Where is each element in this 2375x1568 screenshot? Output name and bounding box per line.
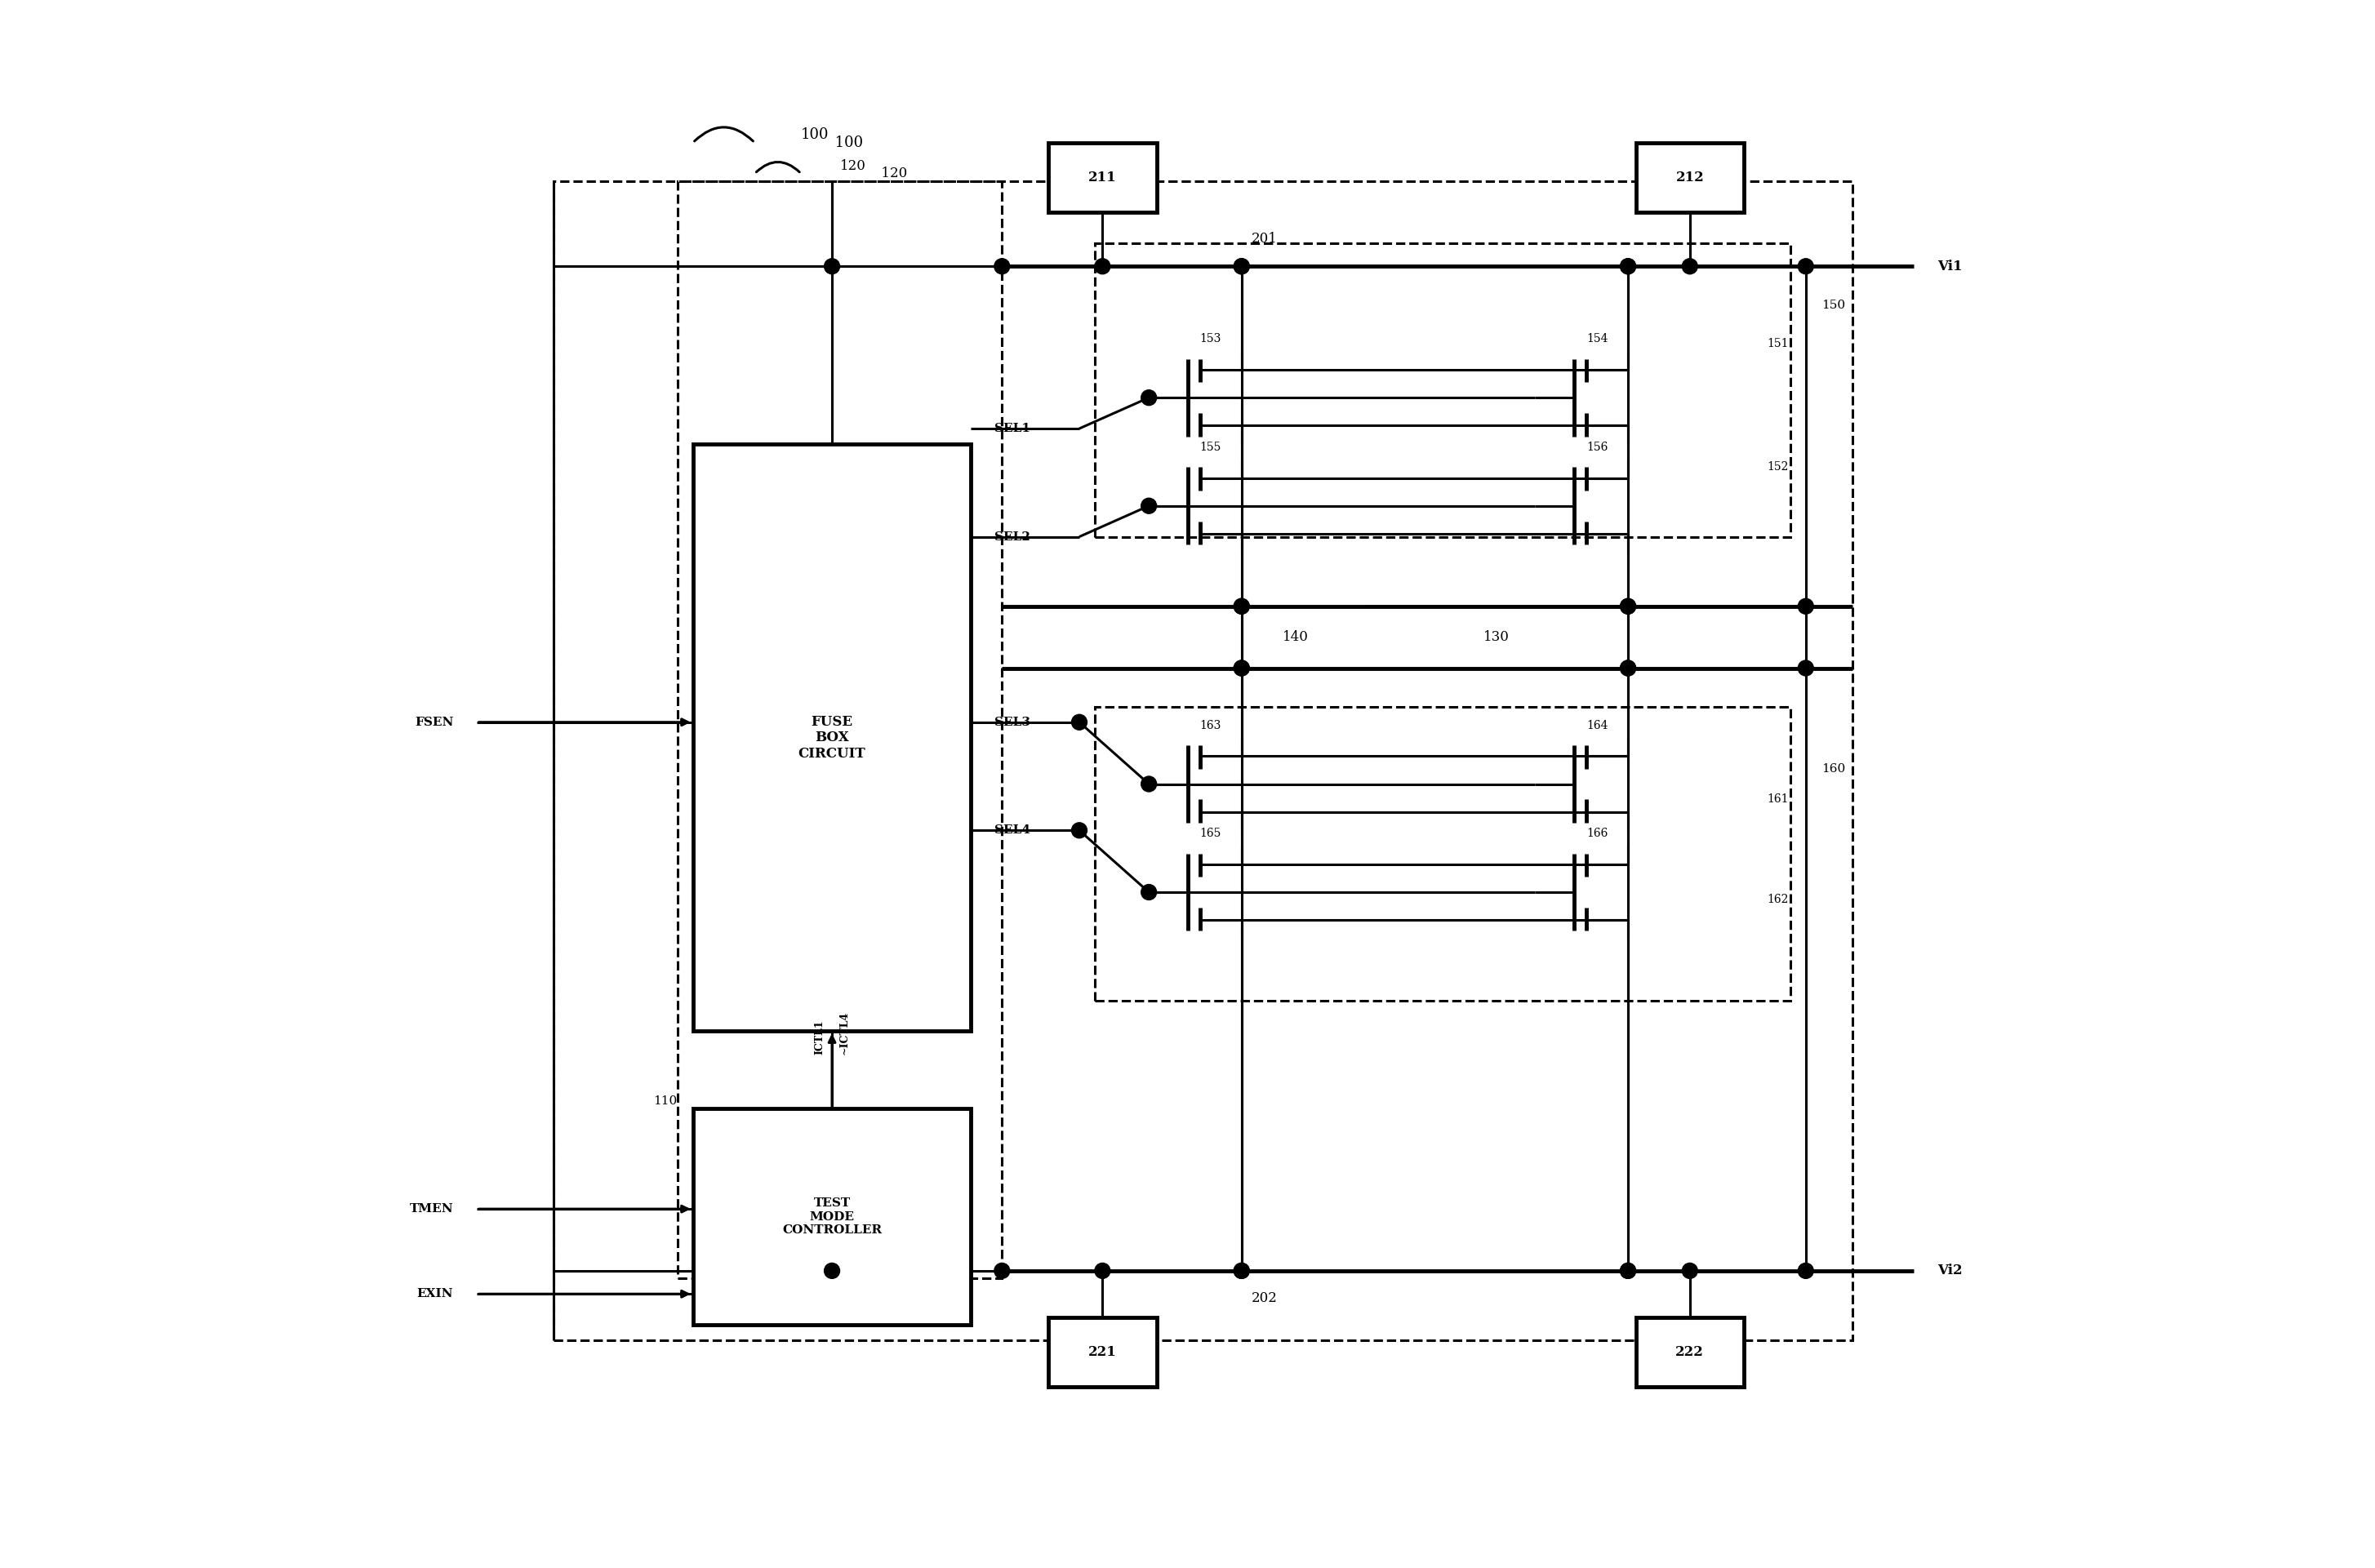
Text: TEST
MODE
CONTROLLER: TEST MODE CONTROLLER [781, 1198, 881, 1236]
Bar [694, 444, 971, 1032]
Text: 221: 221 [1088, 1345, 1116, 1359]
Circle shape [1620, 660, 1636, 676]
Circle shape [995, 259, 1009, 274]
Circle shape [1235, 1264, 1249, 1278]
Circle shape [1095, 1264, 1109, 1278]
Circle shape [1798, 660, 1814, 676]
Text: FSEN: FSEN [416, 717, 454, 728]
Circle shape [1620, 259, 1636, 274]
Circle shape [1620, 599, 1636, 615]
Circle shape [1095, 259, 1109, 274]
Circle shape [824, 259, 841, 274]
Bar [1095, 243, 1791, 536]
Bar [1636, 1317, 1743, 1386]
Text: 140: 140 [1283, 630, 1309, 644]
Circle shape [1798, 1264, 1814, 1278]
Circle shape [1071, 715, 1088, 731]
Text: TMEN: TMEN [408, 1203, 454, 1215]
Text: 165: 165 [1199, 828, 1221, 839]
Circle shape [1798, 599, 1814, 615]
Circle shape [1620, 660, 1636, 676]
Text: 151: 151 [1767, 337, 1788, 350]
Circle shape [1140, 776, 1157, 792]
Text: 100: 100 [800, 127, 829, 143]
Text: SEL1: SEL1 [995, 423, 1031, 434]
Text: 166: 166 [1587, 828, 1608, 839]
Circle shape [1235, 599, 1249, 615]
Text: 110: 110 [653, 1094, 677, 1107]
Circle shape [1235, 660, 1249, 676]
Bar [1095, 707, 1791, 1000]
Circle shape [995, 1264, 1009, 1278]
Circle shape [1235, 259, 1249, 274]
Text: 211: 211 [1088, 171, 1116, 185]
Text: 161: 161 [1767, 793, 1788, 804]
Circle shape [1235, 599, 1249, 615]
Circle shape [1620, 599, 1636, 615]
Circle shape [1682, 259, 1698, 274]
Text: 160: 160 [1822, 764, 1845, 775]
Text: 202: 202 [1252, 1292, 1278, 1306]
Text: 150: 150 [1822, 299, 1845, 310]
Text: 201: 201 [1252, 232, 1278, 246]
Text: 120: 120 [841, 158, 867, 172]
Bar [553, 182, 1853, 1341]
Circle shape [1620, 1264, 1636, 1278]
Circle shape [1235, 1264, 1249, 1278]
Text: 153: 153 [1199, 334, 1221, 345]
Bar [1047, 143, 1157, 212]
Circle shape [1620, 1264, 1636, 1278]
Circle shape [1235, 660, 1249, 676]
Circle shape [1682, 1264, 1698, 1278]
Circle shape [1071, 823, 1088, 837]
Text: FUSE
BOX
CIRCUIT: FUSE BOX CIRCUIT [798, 715, 867, 760]
Bar [677, 182, 1002, 1278]
Text: 154: 154 [1587, 334, 1608, 345]
Text: 130: 130 [1484, 630, 1510, 644]
Text: 162: 162 [1767, 894, 1788, 906]
Circle shape [1140, 499, 1157, 514]
Text: 163: 163 [1199, 720, 1221, 731]
Text: 152: 152 [1767, 461, 1788, 474]
Text: 164: 164 [1587, 720, 1608, 731]
Text: SEL3: SEL3 [995, 717, 1031, 728]
Circle shape [1620, 259, 1636, 274]
Text: SEL4: SEL4 [995, 825, 1031, 836]
Circle shape [1140, 884, 1157, 900]
Text: 155: 155 [1199, 442, 1221, 453]
Circle shape [824, 1264, 841, 1278]
Text: 222: 222 [1677, 1345, 1705, 1359]
Circle shape [1140, 390, 1157, 406]
Bar [694, 1109, 971, 1325]
Text: EXIN: EXIN [418, 1289, 454, 1300]
Text: SEL2: SEL2 [995, 532, 1031, 543]
Text: 120: 120 [879, 166, 907, 180]
Bar [1047, 1317, 1157, 1386]
Text: Vi2: Vi2 [1938, 1264, 1962, 1278]
Text: 156: 156 [1587, 442, 1608, 453]
Text: Vi1: Vi1 [1938, 259, 1962, 273]
Circle shape [1798, 259, 1814, 274]
Bar [1636, 143, 1743, 212]
Circle shape [1235, 259, 1249, 274]
Text: 100: 100 [831, 135, 862, 151]
Text: 212: 212 [1677, 171, 1703, 185]
Text: ~ICTL4: ~ICTL4 [838, 1011, 850, 1054]
Text: ICTL1: ICTL1 [815, 1019, 824, 1054]
